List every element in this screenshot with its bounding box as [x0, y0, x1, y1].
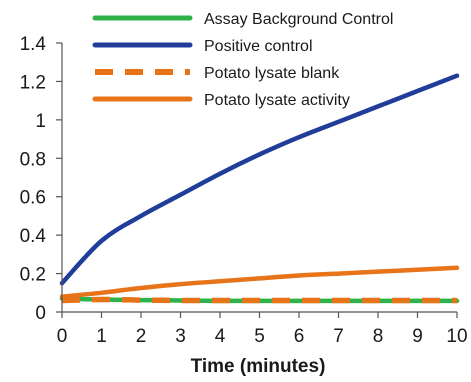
y-tick-label: 0.2 [20, 265, 46, 286]
legend: Assay Background Control Positive control… [92, 11, 393, 109]
series-layer [59, 73, 460, 304]
y-tick-label: 0.6 [20, 188, 46, 209]
x-tick-label: 6 [294, 326, 305, 347]
x-tick-label: 2 [136, 326, 147, 347]
x-tick-label: 4 [215, 326, 226, 347]
y-tick-label: 0.4 [20, 226, 47, 247]
series-line-positive-control [59, 73, 460, 286]
y-tick-label: 0 [35, 303, 46, 324]
y-tick-label: 0.8 [20, 149, 46, 170]
x-axis-title: Time (minutes) [191, 356, 326, 377]
y-tick-label: 1.2 [20, 72, 46, 93]
x-tick-label: 5 [254, 326, 265, 347]
legend-label-potato-lysate-blank: Potato lysate blank [204, 65, 340, 82]
x-tick-label: 3 [175, 326, 186, 347]
legend-label-positive-control: Positive control [204, 38, 313, 55]
y-tick-label: 1 [35, 111, 46, 132]
axes-layer: 0 0.2 0.4 0.6 0.8 1 1.2 1.4 0 1 2 3 4 5 6 7 8 9 10 [20, 34, 468, 347]
x-tick-label: 10 [446, 326, 467, 347]
x-tick-label: 7 [333, 326, 344, 347]
x-tick-label: 9 [412, 326, 423, 347]
x-tick-label: 8 [373, 326, 384, 347]
legend-label-potato-lysate-activity: Potato lysate activity [204, 92, 350, 109]
series-line-potato-lysate-activity [59, 265, 460, 299]
x-tick-label: 0 [57, 326, 68, 347]
series-line-potato-lysate-blank [61, 296, 457, 304]
legend-label-assay-background-control: Assay Background Control [204, 11, 393, 28]
y-tick-label: 1.4 [20, 34, 47, 55]
x-tick-label: 1 [96, 326, 107, 347]
